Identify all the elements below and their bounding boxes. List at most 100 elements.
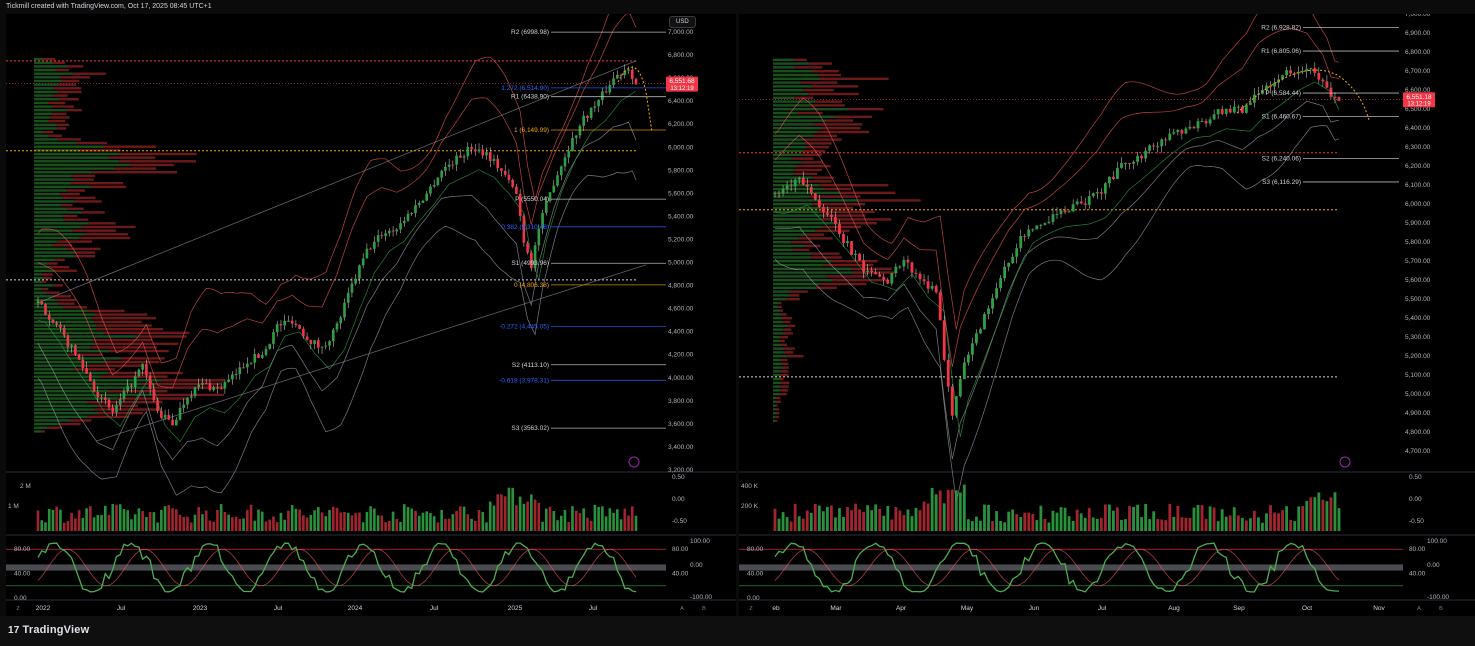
candle-body xyxy=(1184,128,1188,134)
volume-bar xyxy=(186,516,189,531)
currency-button[interactable]: USD xyxy=(669,16,696,28)
volume-profile-bar xyxy=(43,276,52,280)
oscillator-right-tick: 100.00 xyxy=(690,538,710,545)
candle-body xyxy=(507,174,511,180)
daily-chart-svg[interactable]: 7,000.00 6,900.00 6,800.00 6,700.00 6,600.00… xyxy=(739,0,1475,616)
tradingview-logo[interactable]: 17 TradingView xyxy=(8,624,89,636)
volume-bar xyxy=(406,506,410,531)
volume-profile-bar xyxy=(819,77,889,80)
volume-bar xyxy=(257,509,260,531)
volume-profile-bar xyxy=(773,362,783,365)
volume-profile-bar xyxy=(34,240,58,243)
volume-profile-bar xyxy=(60,76,90,79)
volume-profile-bar xyxy=(779,385,789,388)
volume-bar xyxy=(979,520,982,531)
y-tick-label: 4,900.00 xyxy=(1405,410,1431,417)
chart-panel-daily[interactable]: 7,000.00 6,900.00 6,800.00 6,700.00 6,600.00… xyxy=(739,0,1475,616)
volume-profile-bar xyxy=(119,160,197,163)
volume-bar xyxy=(1039,505,1043,531)
volume-profile-bar xyxy=(821,218,892,221)
y-tick-label: 5,400.00 xyxy=(668,213,694,220)
oscillator-tick-label: 40.00 xyxy=(747,571,764,578)
volume-bar xyxy=(1019,517,1023,531)
volume-profile-bar xyxy=(773,260,832,263)
volume-profile-bar xyxy=(34,156,110,159)
candle-body xyxy=(813,193,817,200)
volume-profile-bar xyxy=(34,145,104,148)
chart-panel-weekly[interactable]: 7,000.006,800.006,600.006,400.006,200.00… xyxy=(6,0,736,616)
volume-bar xyxy=(544,508,548,531)
volume-profile-bar xyxy=(34,400,88,404)
volume-profile-bar xyxy=(803,149,826,153)
candle-body xyxy=(582,115,585,126)
volume-profile-bar xyxy=(773,377,780,381)
candle-body xyxy=(1023,236,1027,238)
candle-body xyxy=(530,252,533,269)
volume-profile-bar xyxy=(808,92,859,96)
volume-bar xyxy=(503,496,507,531)
volume-profile-bar xyxy=(34,357,121,360)
volume-profile-bar xyxy=(783,332,793,335)
volume-bar xyxy=(429,513,432,531)
volume-bar xyxy=(1091,517,1095,531)
candle-body xyxy=(1007,263,1011,267)
volume-bar xyxy=(910,516,914,531)
oscillator-right-tick: 100.00 xyxy=(1427,538,1447,545)
volume-profile-bar xyxy=(773,389,781,392)
volume-profile-bar xyxy=(34,160,120,163)
candle-body xyxy=(630,69,634,80)
candle-body xyxy=(40,300,44,304)
candle-body xyxy=(455,155,458,165)
candle-body xyxy=(260,354,264,358)
volume-profile-bar xyxy=(49,265,70,269)
volume-profile-bar xyxy=(34,269,55,272)
volume-profile-bar xyxy=(85,233,129,236)
volume-profile-bar xyxy=(795,66,823,69)
x-tick-label: May xyxy=(961,605,974,612)
volume-bar xyxy=(197,506,201,531)
candle-body xyxy=(1273,82,1276,87)
volume-profile-bar xyxy=(819,184,889,187)
candle-body xyxy=(1075,201,1079,205)
volume-bar xyxy=(279,512,283,531)
volume-profile-bar xyxy=(794,96,814,99)
volume-profile-bar xyxy=(773,256,811,259)
volume-profile-bar xyxy=(76,141,107,145)
volume-bar xyxy=(858,509,862,531)
volume-bar xyxy=(455,510,458,531)
weekly-chart-svg[interactable]: 7,000.006,800.006,600.006,400.006,200.00… xyxy=(6,0,736,616)
volume-tick-label: 1 M xyxy=(8,503,19,510)
candle-body xyxy=(612,78,615,86)
volume-profile-bar xyxy=(773,195,810,198)
volume-bar xyxy=(608,508,612,531)
volume-bar xyxy=(1224,516,1228,531)
volume-profile-bar xyxy=(789,290,808,293)
volume-profile-bar xyxy=(91,317,157,320)
volume-profile-bar xyxy=(34,302,59,305)
volume-bar xyxy=(59,509,62,531)
candle-body xyxy=(305,336,309,340)
volume-bar xyxy=(1297,506,1301,531)
volume-profile-bar xyxy=(782,366,789,369)
volume-bar xyxy=(459,506,462,531)
volume-profile-bar xyxy=(52,94,68,97)
candle-body xyxy=(182,404,186,408)
volume-profile-bar xyxy=(773,165,797,168)
volume-profile-bar xyxy=(786,298,800,301)
volume-bar xyxy=(201,514,204,531)
level-label: S1 (4993.96) xyxy=(511,260,549,267)
volume-bar xyxy=(294,508,298,531)
volume-profile-bar xyxy=(72,229,117,232)
candle-body xyxy=(975,333,978,344)
band-line xyxy=(37,0,615,364)
candle-body xyxy=(1091,193,1095,197)
candle-body xyxy=(809,186,813,194)
volume-bar xyxy=(1192,507,1196,531)
volume-bar xyxy=(995,511,998,531)
volume-profile-bar xyxy=(773,294,790,297)
volume-profile-bar xyxy=(48,134,62,137)
volume-tick-label: 2 M xyxy=(20,483,31,490)
volume-profile-bar xyxy=(48,101,66,105)
candle-body xyxy=(1269,85,1272,87)
volume-bar xyxy=(1277,513,1280,531)
